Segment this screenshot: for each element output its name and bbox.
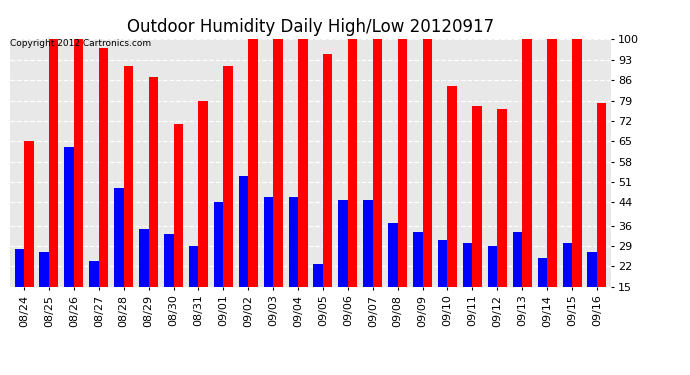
- Bar: [438, 240, 448, 287]
- Bar: [64, 147, 74, 287]
- Bar: [224, 66, 233, 287]
- Bar: [298, 39, 308, 287]
- Text: Copyright 2012 Cartronics.com: Copyright 2012 Cartronics.com: [10, 39, 152, 48]
- Bar: [313, 264, 323, 287]
- Bar: [124, 66, 133, 287]
- Bar: [148, 77, 158, 287]
- Bar: [74, 39, 83, 287]
- Bar: [597, 104, 607, 287]
- Bar: [572, 39, 582, 287]
- Bar: [89, 261, 99, 287]
- Bar: [473, 106, 482, 287]
- Bar: [388, 223, 397, 287]
- Bar: [199, 100, 208, 287]
- Bar: [288, 196, 298, 287]
- Bar: [173, 124, 183, 287]
- Bar: [323, 54, 333, 287]
- Bar: [397, 39, 407, 287]
- Bar: [139, 229, 148, 287]
- Bar: [164, 234, 173, 287]
- Bar: [448, 86, 457, 287]
- Text: High  (%): High (%): [573, 18, 620, 27]
- Bar: [239, 176, 248, 287]
- Bar: [513, 231, 522, 287]
- Bar: [547, 39, 557, 287]
- Bar: [264, 196, 273, 287]
- Bar: [99, 48, 108, 287]
- Bar: [14, 249, 24, 287]
- Text: Low  (%): Low (%): [522, 18, 566, 27]
- Bar: [538, 258, 547, 287]
- Bar: [39, 252, 49, 287]
- Bar: [373, 39, 382, 287]
- Bar: [189, 246, 199, 287]
- Bar: [463, 243, 473, 287]
- Bar: [115, 188, 124, 287]
- Bar: [273, 39, 283, 287]
- Bar: [522, 39, 532, 287]
- Bar: [364, 200, 373, 287]
- Bar: [24, 141, 34, 287]
- Bar: [497, 109, 506, 287]
- Bar: [413, 231, 422, 287]
- Bar: [422, 39, 432, 287]
- Bar: [214, 202, 224, 287]
- Bar: [338, 200, 348, 287]
- Bar: [488, 246, 497, 287]
- Bar: [348, 39, 357, 287]
- Title: Outdoor Humidity Daily High/Low 20120917: Outdoor Humidity Daily High/Low 20120917: [127, 18, 494, 36]
- Bar: [49, 39, 59, 287]
- Bar: [248, 39, 257, 287]
- Bar: [587, 252, 597, 287]
- Bar: [562, 243, 572, 287]
